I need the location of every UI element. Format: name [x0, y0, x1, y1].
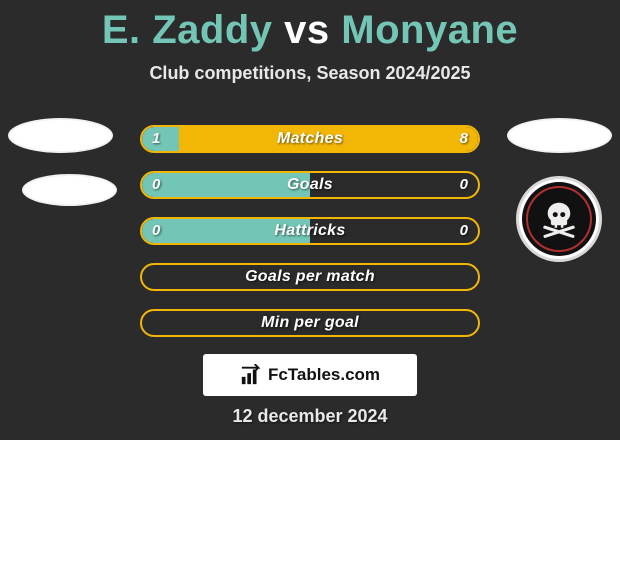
player2-club-crest	[516, 176, 602, 262]
stat-value-left: 0	[152, 173, 160, 197]
comparison-card: E. Zaddy vs Monyane Club competitions, S…	[0, 0, 620, 440]
stat-bars: Matches18Goals00Hattricks00Goals per mat…	[140, 125, 480, 355]
player1-photo-placeholder	[8, 118, 113, 153]
stat-value-right: 0	[460, 173, 468, 197]
stat-row: Min per goal	[140, 309, 480, 337]
stat-label: Goals per match	[142, 265, 478, 289]
branding-label: FcTables.com	[268, 365, 380, 384]
stat-row: Goals per match	[140, 263, 480, 291]
player2-photo-placeholder	[507, 118, 612, 153]
crest-ring	[526, 186, 592, 252]
stat-label: Hattricks	[142, 219, 478, 243]
stat-value-left: 1	[152, 127, 160, 151]
stat-label: Goals	[142, 173, 478, 197]
crest-inner	[522, 182, 596, 256]
stat-value-right: 0	[460, 219, 468, 243]
player1-club-placeholder	[22, 174, 117, 206]
vs-text: vs	[284, 8, 330, 52]
branding-text: FcTables.com	[268, 365, 380, 385]
subtitle: Club competitions, Season 2024/2025	[0, 63, 620, 84]
stat-value-right: 8	[460, 127, 468, 151]
player1-name: E. Zaddy	[102, 8, 273, 52]
stat-row: Hattricks0 0	[140, 217, 480, 245]
page-title: E. Zaddy vs Monyane	[0, 0, 620, 53]
stat-label: Min per goal	[142, 311, 478, 335]
stat-row: Matches1 8	[140, 125, 480, 153]
bar-chart-icon	[240, 364, 262, 386]
stat-label: Matches	[142, 127, 478, 151]
branding-box[interactable]: FcTables.com	[203, 354, 417, 396]
date-text: 12 december 2024	[0, 406, 620, 427]
stat-row: Goals0 0	[140, 171, 480, 199]
stat-value-left: 0	[152, 219, 160, 243]
player2-name: Monyane	[341, 8, 518, 52]
